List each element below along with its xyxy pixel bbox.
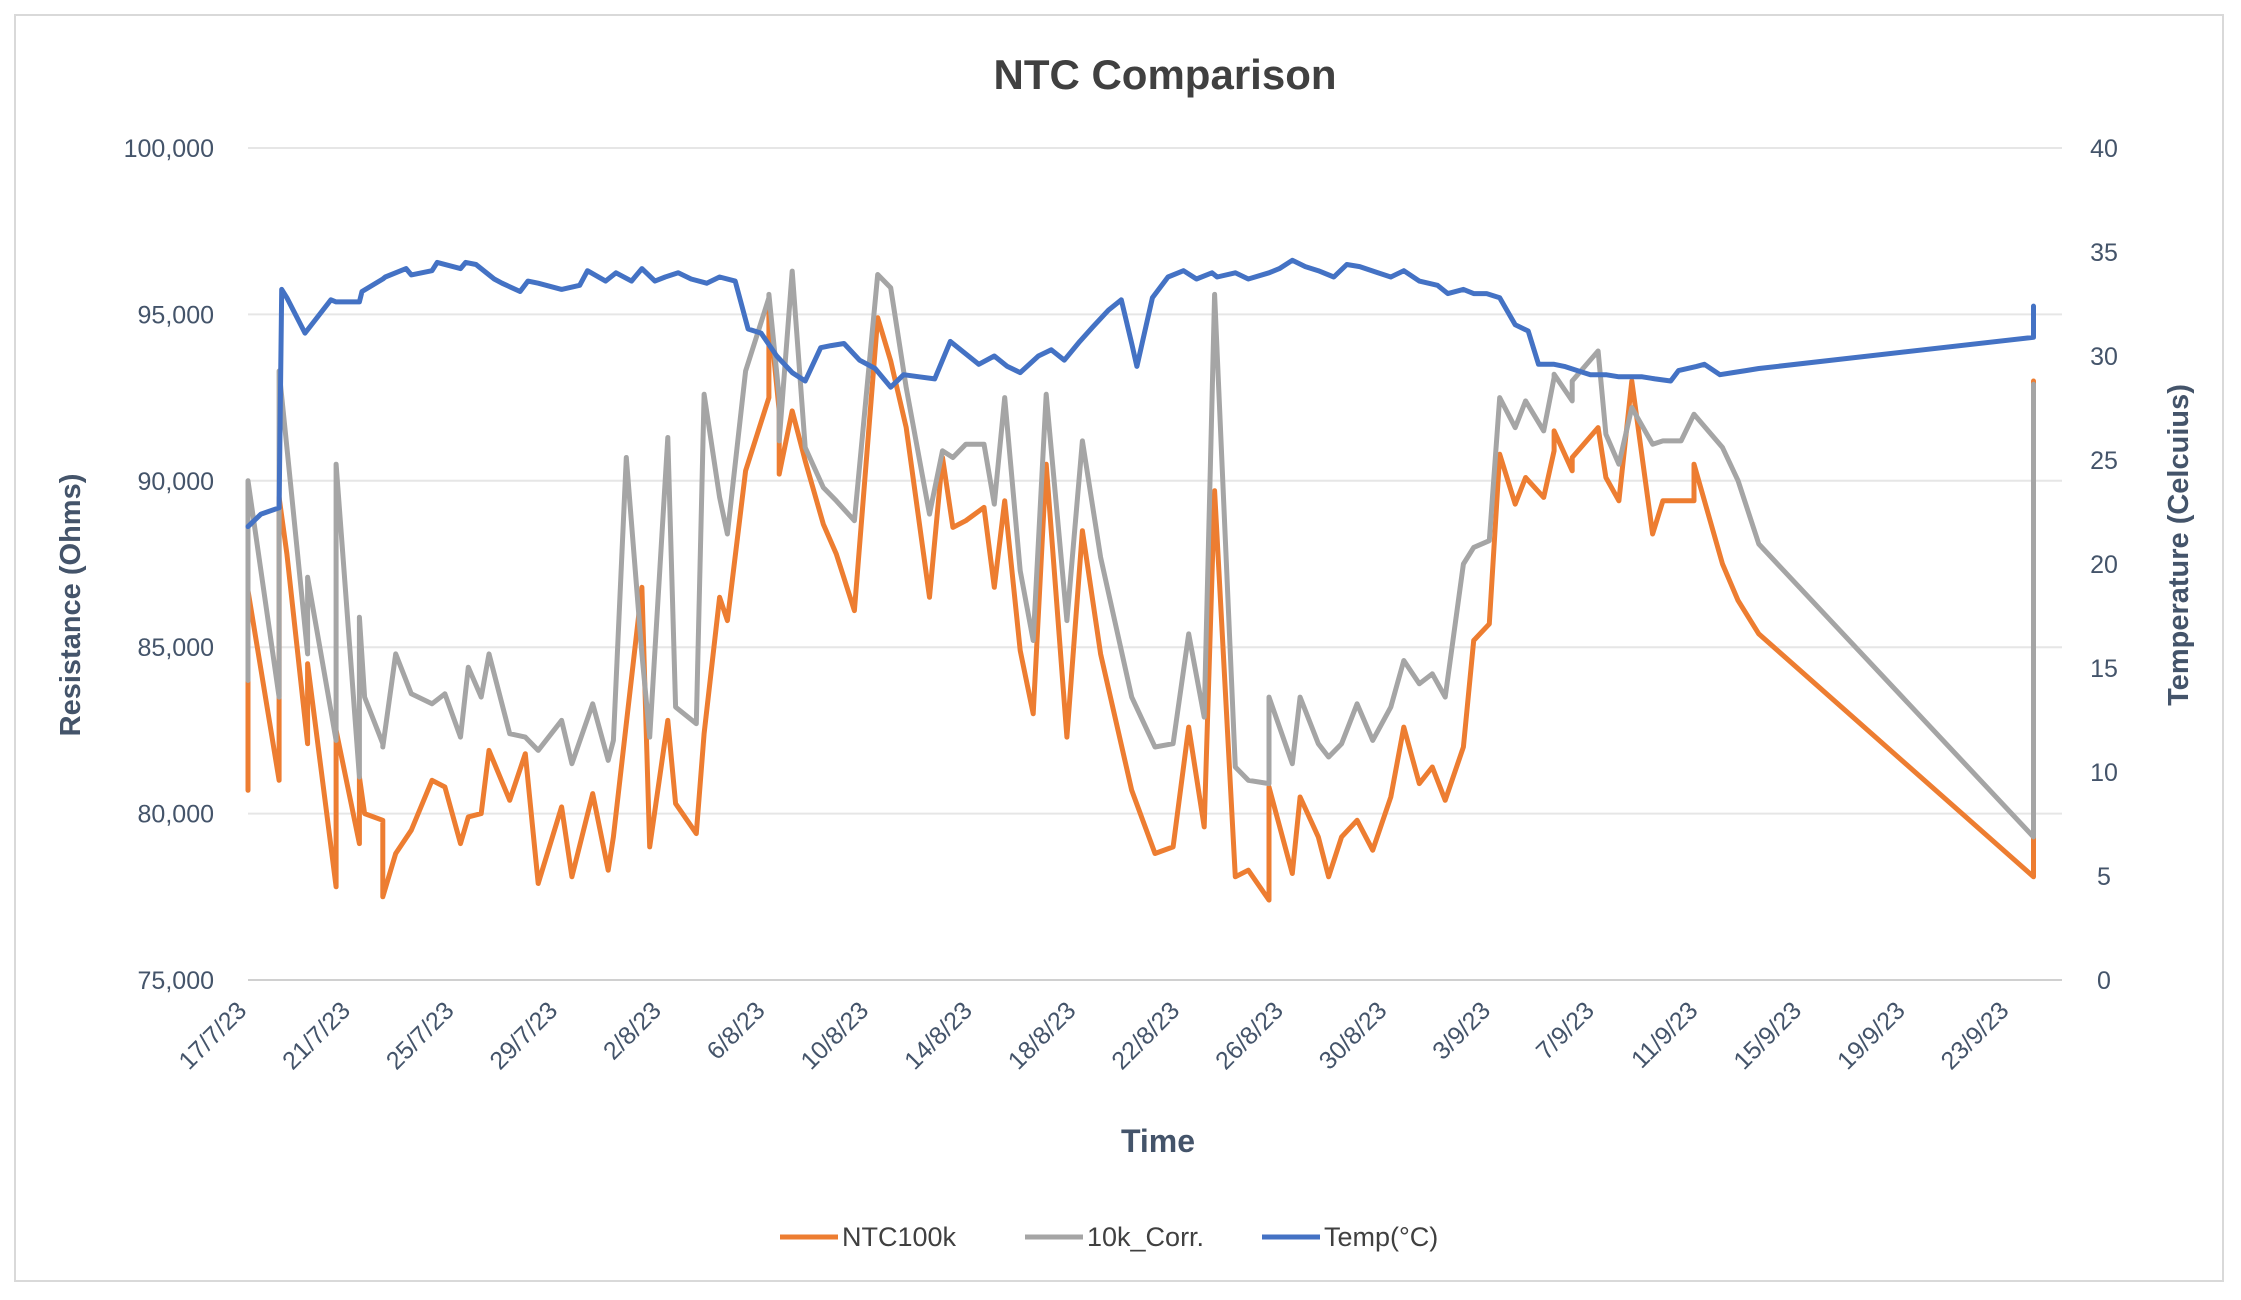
y-tick-label: 100,000 xyxy=(124,135,214,163)
y-tick-label: 85,000 xyxy=(138,634,214,662)
gridlines xyxy=(248,147,2062,981)
y2-tick-label: 15 xyxy=(2090,655,2118,683)
y2-tick-label: 25 xyxy=(2090,447,2118,475)
x-tick-label: 11/9/23 xyxy=(1626,996,1703,1073)
y-tick-label: 95,000 xyxy=(138,301,214,329)
legend-label: NTC100k xyxy=(842,1222,957,1252)
x-tick-label: 7/9/23 xyxy=(1531,996,1600,1065)
y2-tick-label: 5 xyxy=(2097,863,2111,891)
x-tick-label: 30/8/23 xyxy=(1314,996,1393,1075)
legend-label: 10k_Corr. xyxy=(1087,1222,1204,1252)
x-tick-label: 21/7/23 xyxy=(277,996,356,1075)
y-tick-label: 90,000 xyxy=(138,468,214,496)
y2-tick-label: 30 xyxy=(2090,343,2118,371)
x-tick-label: 22/8/23 xyxy=(1106,996,1185,1075)
y-tick-label: 80,000 xyxy=(138,801,214,829)
legend: NTC100k 10k_Corr. Temp(°C) xyxy=(780,1222,1438,1252)
legend-label: Temp(°C) xyxy=(1324,1222,1438,1252)
y2-tick-label: 10 xyxy=(2090,759,2118,787)
series-line-ntc100k xyxy=(245,305,2036,903)
y2-tick-label: 35 xyxy=(2090,239,2118,267)
x-tick-label: 23/9/23 xyxy=(1936,996,2015,1075)
x-axis-label: Time xyxy=(1121,1123,1195,1159)
y2-tick-label: 0 xyxy=(2097,967,2111,995)
x-tick-label: 18/8/23 xyxy=(1003,996,1082,1075)
x-tick-label: 25/7/23 xyxy=(381,996,460,1075)
x-tick-label: 2/8/23 xyxy=(598,996,667,1065)
x-tick-label: 6/8/23 xyxy=(702,996,771,1065)
x-tick-label: 14/8/23 xyxy=(899,996,978,1075)
x-tick-label: 15/9/23 xyxy=(1728,996,1807,1075)
y-axis-left-ticks: 75,000 80,000 85,000 90,000 95,000 100,000 xyxy=(124,135,214,995)
x-tick-label: 29/7/23 xyxy=(484,996,563,1075)
x-tick-label: 17/7/23 xyxy=(173,996,252,1075)
x-tick-label: 3/9/23 xyxy=(1427,996,1496,1065)
x-tick-label: 19/9/23 xyxy=(1832,996,1911,1075)
y-tick-label: 75,000 xyxy=(138,967,214,995)
legend-item: Temp(°C) xyxy=(1262,1222,1438,1252)
legend-item: NTC100k xyxy=(780,1222,957,1252)
y-axis-left-label: Resistance (Ohms) xyxy=(55,474,87,737)
y-axis-right-ticks: 0 5 10 15 20 25 30 35 40 xyxy=(2090,135,2118,995)
x-tick-label: 10/8/23 xyxy=(795,996,874,1075)
series-line-10k-corr xyxy=(245,268,2036,840)
legend-item: 10k_Corr. xyxy=(1025,1222,1204,1252)
y2-tick-label: 40 xyxy=(2090,135,2118,163)
series-line-temp-c xyxy=(245,257,2036,530)
y-axis-right-label: Temperature (Celcuius) xyxy=(2163,384,2195,706)
series-layer xyxy=(245,257,2036,903)
x-axis-ticks: 17/7/23 21/7/23 25/7/23 29/7/23 2/8/23 6/8/23… xyxy=(173,996,2014,1075)
chart-title: NTC Comparison xyxy=(993,51,1336,98)
x-tick-label: 26/8/23 xyxy=(1210,996,1289,1075)
y2-tick-label: 20 xyxy=(2090,551,2118,579)
